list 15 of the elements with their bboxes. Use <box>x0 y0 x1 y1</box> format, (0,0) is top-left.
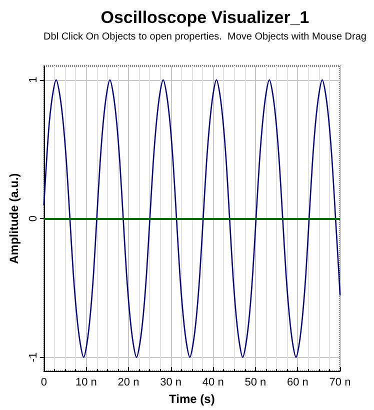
x-tick-label: 60 n <box>286 376 308 389</box>
x-axis-title: Time (s) <box>169 392 215 406</box>
chart-subtitle: Dbl Click On Objects to open properties. Move Objects with Mouse Drag <box>44 32 366 42</box>
x-tick-label: 20 n <box>118 376 140 389</box>
x-tick-label: 10 n <box>75 376 97 389</box>
y-tick-label: 1 <box>27 76 40 83</box>
line-series <box>43 79 341 358</box>
y-tick-label: -1 <box>27 352 40 362</box>
x-tick-label: 30 n <box>160 376 182 389</box>
x-tick-label: 40 n <box>202 376 224 389</box>
y-tick-label: 0 <box>27 215 40 222</box>
y-axis-title: Amplitude (a.u.) <box>7 173 21 264</box>
x-tick-label: 50 n <box>244 376 266 389</box>
chart-title: Oscilloscope Visualizer_1 <box>100 8 310 27</box>
x-tick-label: 70 n <box>329 376 351 389</box>
